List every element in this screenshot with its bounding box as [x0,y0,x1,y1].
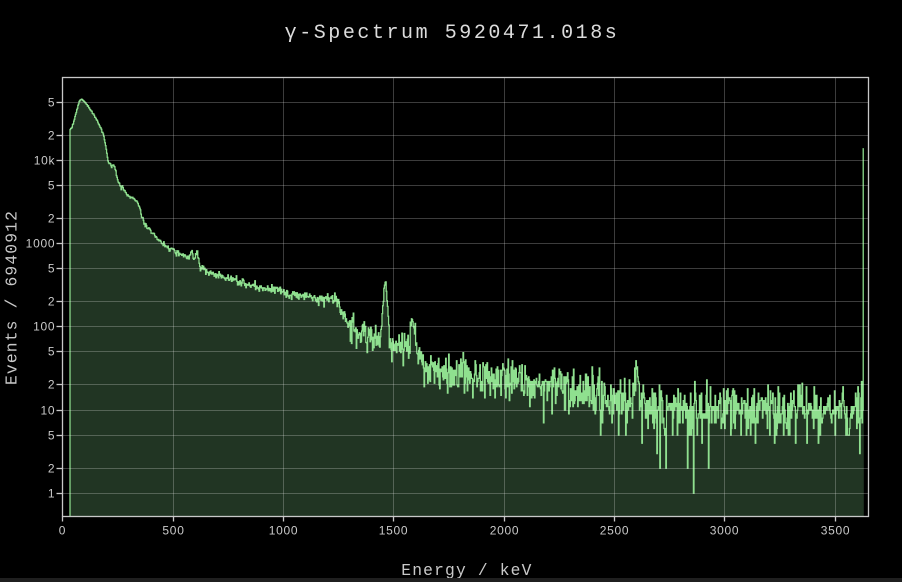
svg-text:Events / 6940912: Events / 6940912 [3,210,22,385]
svg-text:2: 2 [48,462,55,476]
svg-text:1000: 1000 [26,237,56,251]
svg-text:5: 5 [48,179,55,193]
svg-text:2: 2 [48,212,55,226]
svg-text:3500: 3500 [821,524,851,538]
svg-text:2: 2 [48,129,55,143]
svg-text:2: 2 [48,378,55,392]
svg-text:5: 5 [48,429,55,443]
svg-text:100: 100 [33,320,55,334]
svg-text:2500: 2500 [600,524,630,538]
svg-text:1500: 1500 [379,524,409,538]
svg-text:5: 5 [48,345,55,359]
svg-text:1000: 1000 [269,524,299,538]
svg-text:5: 5 [48,262,55,276]
svg-text:500: 500 [162,524,184,538]
svg-text:Energy / keV: Energy / keV [401,561,532,580]
svg-text:2: 2 [48,295,55,309]
svg-text:10: 10 [40,404,55,418]
svg-text:2000: 2000 [490,524,520,538]
svg-text:γ-Spectrum 5920471.018s: γ-Spectrum 5920471.018s [285,22,620,45]
svg-text:10k: 10k [34,154,56,168]
svg-text:1: 1 [48,487,55,501]
svg-text:5: 5 [48,96,55,110]
svg-text:0: 0 [59,524,66,538]
svg-text:3000: 3000 [710,524,740,538]
